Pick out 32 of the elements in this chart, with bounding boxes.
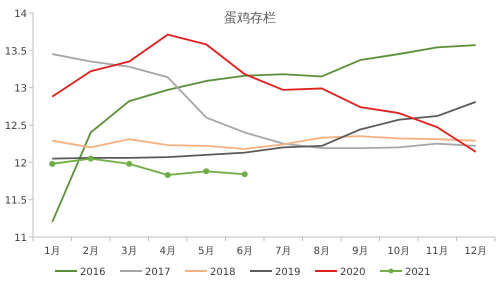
x-tick-label: 10月 <box>387 246 410 257</box>
x-tick-label: 1月 <box>44 246 60 257</box>
point <box>242 171 248 178</box>
point <box>88 156 94 162</box>
legend-label: 2020 <box>340 267 366 278</box>
point <box>49 160 56 167</box>
legend-label: 2021 <box>405 267 430 278</box>
x-tick-label: 6月 <box>236 246 253 257</box>
x-tick-label: 8月 <box>314 246 330 257</box>
x-tick-label: 9月 <box>352 246 368 257</box>
point <box>203 168 210 174</box>
x-tick-label: 11月 <box>426 246 449 257</box>
x-tick-label: 3月 <box>121 246 138 257</box>
y-tick-label: 13 <box>14 84 27 95</box>
y-tick-label: 12 <box>14 158 27 170</box>
y-tick-label: 11.5 <box>4 196 27 207</box>
x-tick-label: 5月 <box>198 246 214 257</box>
legend-label: 2018 <box>210 267 236 278</box>
x-tick-label: 7月 <box>275 246 292 257</box>
legend-label: 2016 <box>80 267 106 278</box>
legend-label: 2019 <box>275 267 300 278</box>
x-tick-label: 2月 <box>82 246 99 257</box>
legend-label: 2017 <box>145 267 170 278</box>
y-tick-label: 13.5 <box>4 46 27 58</box>
y-tick-label: 11 <box>14 233 27 244</box>
x-tick-label: 4月 <box>160 246 176 257</box>
point <box>126 160 132 167</box>
chart-title: 蛋鸡存栏 <box>224 11 276 26</box>
point <box>164 172 171 178</box>
y-tick-label: 12.5 <box>4 121 27 132</box>
y-tick-label: 14 <box>14 9 27 20</box>
x-tick-label: 12月 <box>464 246 488 257</box>
